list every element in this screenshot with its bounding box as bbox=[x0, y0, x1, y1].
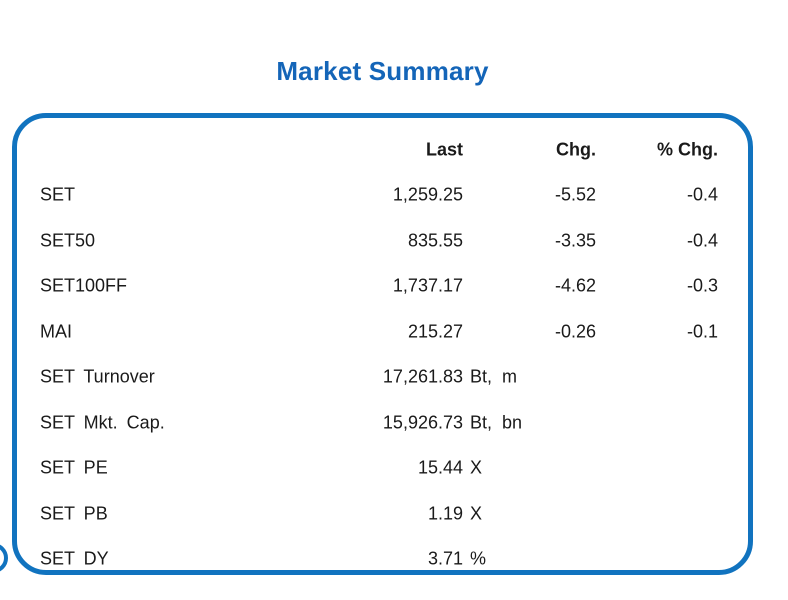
table-row: MAI 215.27 -0.26 -0.1 bbox=[12, 309, 753, 355]
row-label: SET DY bbox=[40, 548, 109, 569]
row-label: SET Turnover bbox=[40, 366, 155, 387]
table-row: SET PB 1.19 X bbox=[12, 491, 753, 537]
table-row: SET100FF 1,737.17 -4.62 -0.3 bbox=[12, 264, 753, 310]
last-value: 215.27 bbox=[407, 321, 463, 342]
pct-chg-value: -0.4 bbox=[686, 230, 718, 251]
column-header-last: Last bbox=[425, 139, 463, 160]
last-value: 15,926.73 bbox=[382, 412, 463, 433]
chg-value: -3.35 bbox=[554, 230, 596, 251]
row-label: SET bbox=[40, 184, 76, 205]
market-summary-table: Last Chg. % Chg. SET 1,259.25 -5.52 -0.4 SET… bbox=[12, 113, 753, 575]
last-value: 1.19 bbox=[427, 503, 463, 524]
last-unit: Bt, bn bbox=[470, 412, 523, 433]
chg-value: -5.52 bbox=[554, 184, 596, 205]
last-value: 835.55 bbox=[407, 230, 463, 251]
column-header-chg: Chg. bbox=[556, 139, 596, 160]
row-label: SET100FF bbox=[40, 275, 128, 296]
table-row: SET PE 15.44 X bbox=[12, 446, 753, 492]
table-header-row: Last Chg. % Chg. bbox=[12, 127, 753, 173]
last-value: 1,737.17 bbox=[392, 275, 463, 296]
pct-chg-value: -0.3 bbox=[686, 275, 718, 296]
last-unit: % bbox=[470, 548, 487, 569]
table-row: SET Turnover 17,261.83 Bt, m bbox=[12, 355, 753, 401]
page-title: Market Summary bbox=[276, 56, 489, 86]
row-label: SET Mkt. Cap. bbox=[40, 412, 165, 433]
last-unit: X bbox=[470, 457, 483, 478]
pct-chg-value: -0.1 bbox=[686, 321, 718, 342]
last-value: 1,259.25 bbox=[392, 184, 463, 205]
last-unit: X bbox=[470, 503, 483, 524]
table-row: SET Mkt. Cap. 15,926.73 Bt, bn bbox=[12, 400, 753, 446]
table-row: SET 1,259.25 -5.52 -0.4 bbox=[12, 173, 753, 219]
last-value: 17,261.83 bbox=[382, 366, 463, 387]
last-value: 3.71 bbox=[427, 548, 463, 569]
chg-value: -4.62 bbox=[554, 275, 596, 296]
table-row: SET DY 3.71% bbox=[12, 537, 753, 583]
row-label: MAI bbox=[40, 321, 73, 342]
last-value: 15.44 bbox=[417, 457, 463, 478]
column-header-pct-chg: % Chg. bbox=[657, 139, 718, 160]
summary-card-border bbox=[12, 113, 753, 575]
row-label: SET PB bbox=[40, 503, 108, 524]
row-label: SET50 bbox=[40, 230, 96, 251]
chg-value: -0.26 bbox=[554, 321, 596, 342]
pct-chg-value: -0.4 bbox=[686, 184, 718, 205]
table-row: SET50 835.55 -3.35 -0.4 bbox=[12, 218, 753, 264]
adjacent-card-corner-fragment bbox=[0, 543, 8, 573]
row-label: SET PE bbox=[40, 457, 108, 478]
last-unit: Bt, m bbox=[470, 366, 518, 387]
